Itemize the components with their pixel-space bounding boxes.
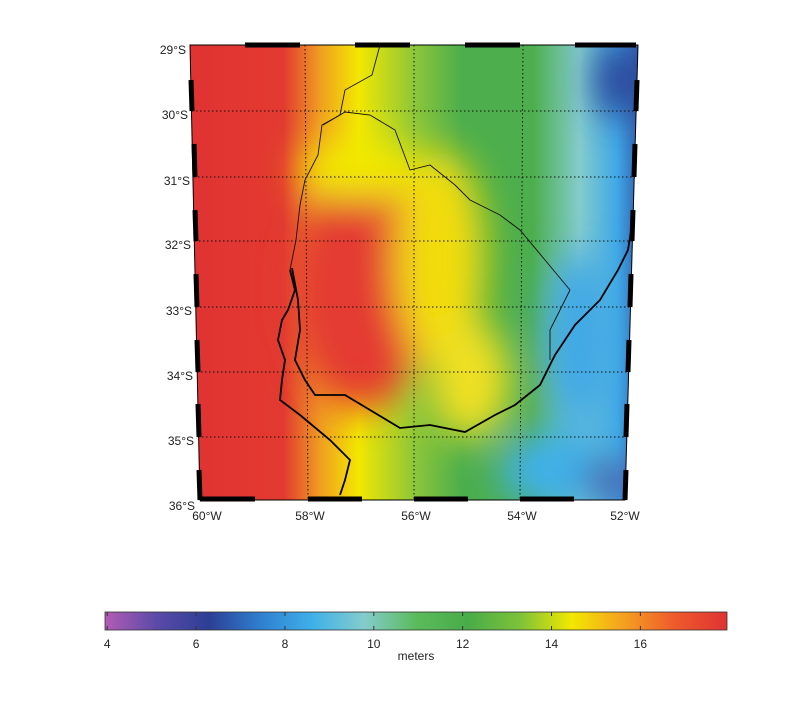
lat-label: 29°S	[160, 43, 186, 57]
coastlines	[277, 44, 633, 496]
lon-label: 60°W	[192, 509, 222, 523]
colorbar-tick-label: 10	[367, 637, 381, 651]
colorbar-tick-label: 12	[456, 637, 470, 651]
colorbar-tick-label: 14	[545, 637, 559, 651]
lon-label: 54°W	[507, 509, 537, 523]
lat-label: 34°S	[167, 369, 193, 383]
lon-labels: 60°W 58°W 56°W 54°W 52°W	[192, 509, 640, 523]
graticule	[192, 44, 637, 501]
colorbar-fill	[104, 611, 728, 631]
lat-label: 35°S	[168, 434, 194, 448]
lat-labels: 29°S 30°S 31°S 32°S 33°S 34°S 35°S 36°S	[160, 43, 195, 513]
lon-label: 56°W	[401, 509, 431, 523]
lon-label: 58°W	[295, 509, 325, 523]
lat-label: 36°S	[169, 499, 195, 513]
colorbar-tick-label: 4	[104, 637, 111, 651]
colorbar-tick-label: 16	[634, 637, 648, 651]
frame-ticks	[188, 42, 640, 502]
elevation-field	[190, 45, 638, 500]
colorbar-tick-label: 6	[193, 637, 200, 651]
lat-label: 33°S	[166, 304, 192, 318]
lon-label: 52°W	[610, 509, 640, 523]
lat-label: 32°S	[165, 238, 191, 252]
lat-label: 31°S	[164, 174, 190, 188]
colorbar-tick-label: 8	[282, 637, 289, 651]
colorbar: 4 6 8 10 12 14 16 meters	[104, 611, 728, 663]
colorbar-label: meters	[398, 649, 435, 663]
lat-label: 30°S	[162, 108, 188, 122]
